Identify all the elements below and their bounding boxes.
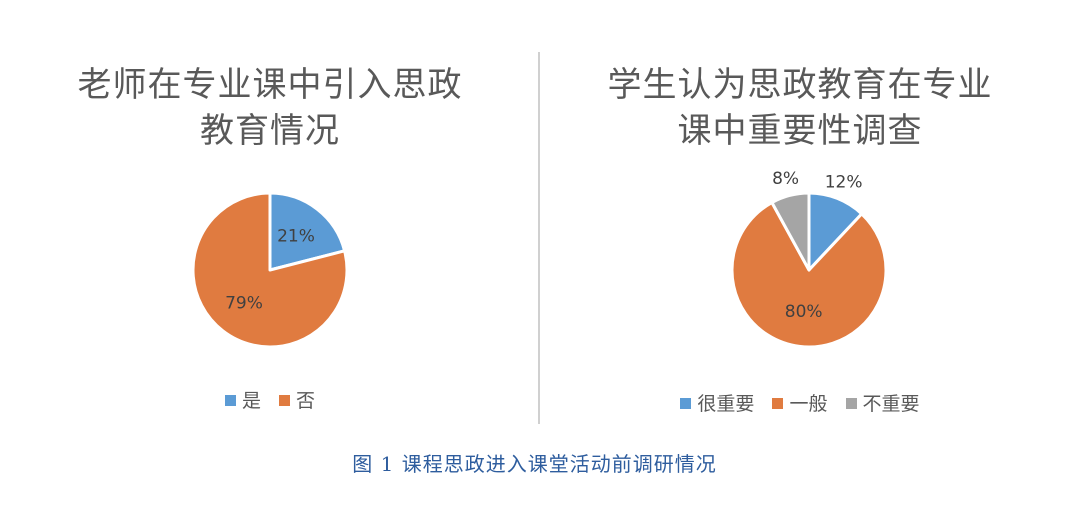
legend-swatch-yes (224, 395, 236, 406)
chart-title: 老师在专业课中引入思政 教育情况 (60, 62, 480, 154)
legend: 是 否 (60, 386, 480, 413)
legend-label-yes: 是 (241, 390, 261, 412)
legend-item-no: 否 (279, 386, 315, 413)
legend-swatch-very-important (680, 398, 692, 409)
legend-swatch-not-important (845, 398, 857, 409)
pie-chart-student: 12% 80% 8% (730, 169, 888, 349)
chart-title-line-2: 教育情况 (200, 111, 340, 151)
legend-label-average: 一般 (789, 393, 828, 415)
slice-no-data-label: 79% (225, 294, 263, 314)
chart-student-importance: 学生认为思政教育在专业 课中重要性调查 12% 80% 8% 很重要 一般 不重要 (560, 0, 1040, 430)
legend-item-very-important: 很重要 (680, 389, 754, 416)
slice-very-important-data-label: 12% (825, 173, 863, 193)
chart-title: 学生认为思政教育在专业 课中重要性调查 (560, 62, 1040, 154)
chart-title-line-2: 课中重要性调查 (677, 111, 923, 151)
chart-title-line-1: 老师在专业课中引入思政 (77, 65, 463, 105)
pie-chart-teacher: 21% 79% (191, 191, 349, 349)
slice-yes-data-label: 21% (277, 227, 315, 247)
slice-not-important-data-label: 8% (772, 169, 799, 189)
legend-item-average: 一般 (772, 389, 828, 416)
legend-label-not-important: 不重要 (862, 393, 920, 415)
legend-swatch-average (772, 398, 784, 409)
legend: 很重要 一般 不重要 (560, 389, 1040, 416)
legend-label-very-important: 很重要 (697, 393, 755, 415)
figure-caption: 图 1 课程思政进入课堂活动前调研情况 (352, 452, 717, 476)
legend-item-not-important: 不重要 (845, 389, 920, 416)
chart-teacher-introduction: 老师在专业课中引入思政 教育情况 21% 79% 是 否 (60, 0, 480, 430)
panel-divider (538, 52, 540, 424)
slice-no (191, 191, 349, 349)
legend-label-no: 否 (296, 390, 316, 412)
slice-average (730, 201, 888, 349)
slice-average-data-label: 80% (785, 302, 823, 322)
slice-not-important (770, 191, 811, 272)
legend-swatch-no (279, 395, 291, 406)
chart-title-line-1: 学生认为思政教育在专业 (607, 65, 993, 105)
slice-yes (268, 191, 347, 272)
legend-item-yes: 是 (224, 386, 261, 413)
